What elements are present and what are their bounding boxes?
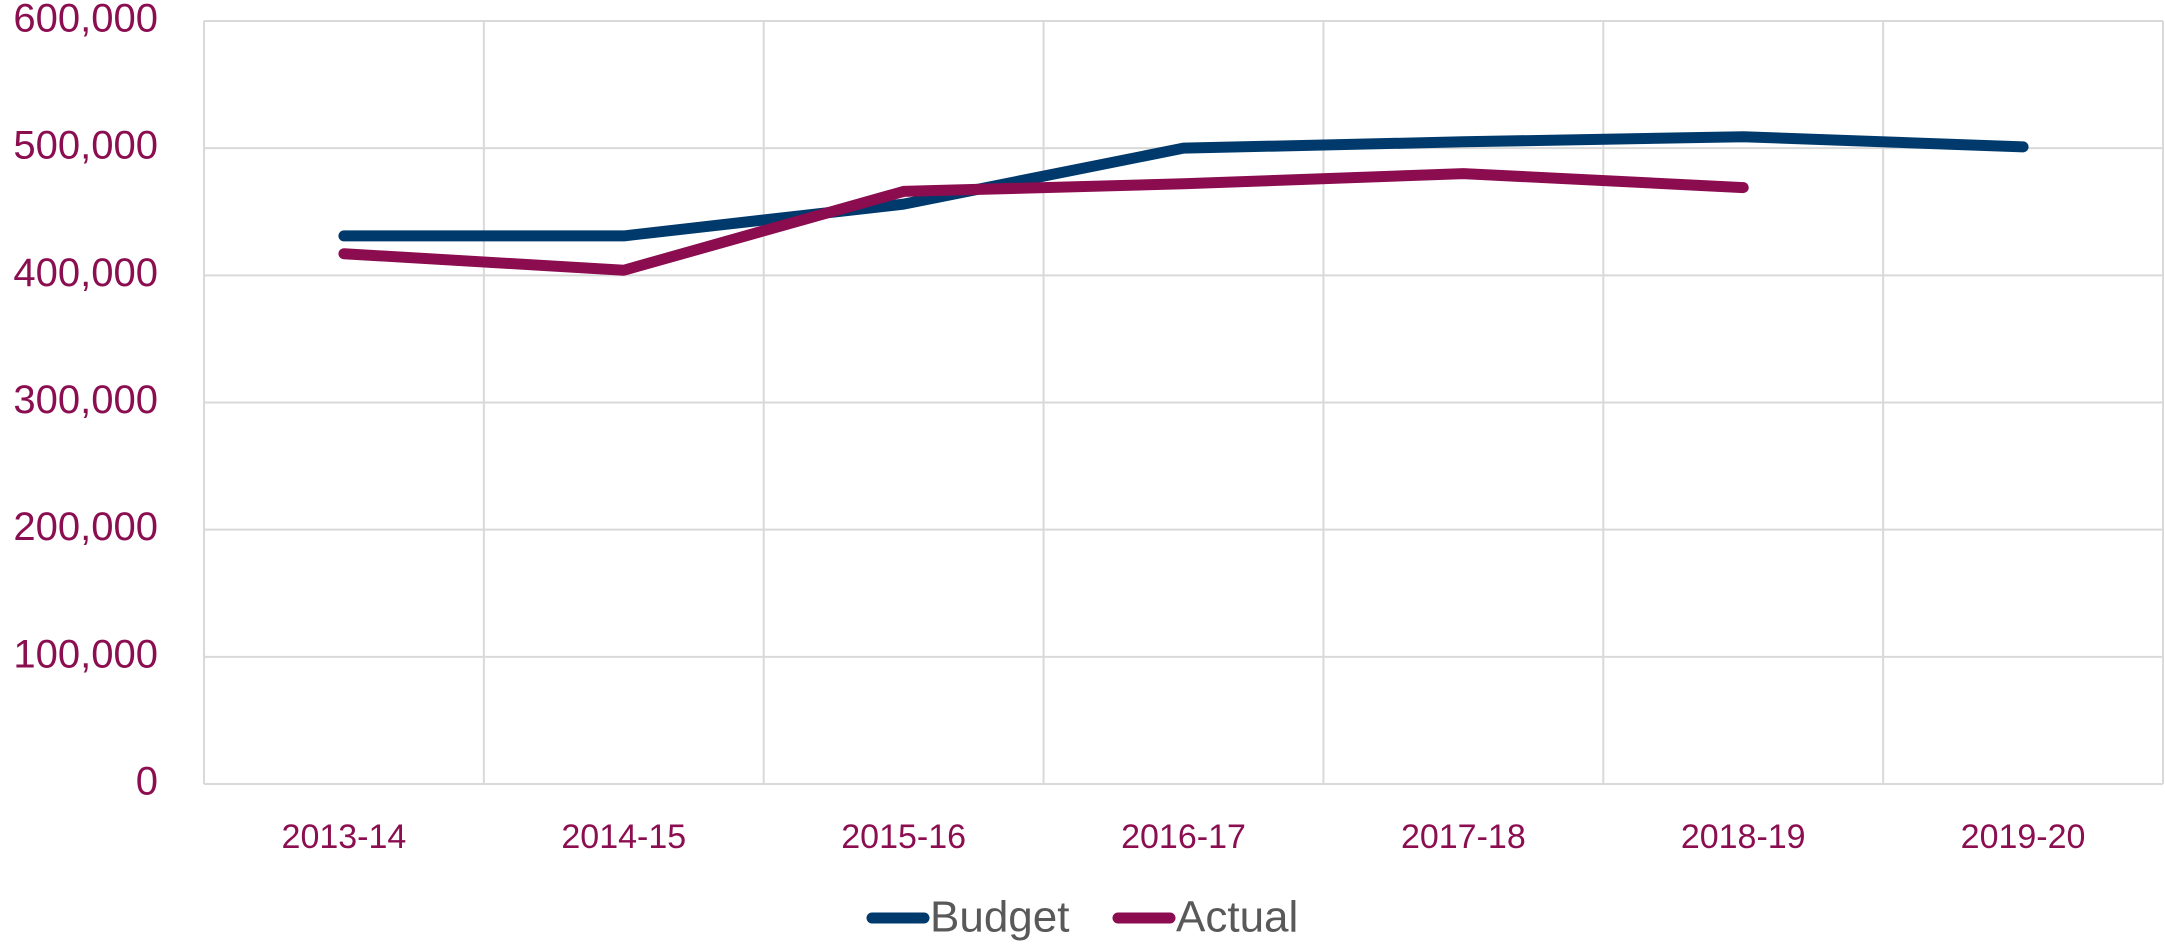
series-line: [338, 131, 2029, 242]
y-tick-label: 200,000: [13, 505, 158, 549]
legend-label: Actual: [1176, 893, 1298, 942]
y-tick-label: 500,000: [13, 124, 158, 168]
x-tick-label: 2013-14: [282, 818, 407, 856]
y-tick-label: 300,000: [13, 378, 158, 422]
x-tick-label: 2014-15: [561, 818, 686, 856]
y-tick-label: 0: [136, 760, 158, 804]
y-tick-label: 100,000: [13, 632, 158, 676]
series-line: [338, 168, 1749, 276]
y-tick-label: 400,000: [13, 251, 158, 295]
x-tick-label: 2017-18: [1401, 818, 1526, 856]
x-tick-label: 2019-20: [1961, 818, 2086, 856]
y-tick-label: 600,000: [13, 0, 158, 41]
x-tick-label: 2016-17: [1121, 818, 1246, 856]
x-tick-label: 2018-19: [1681, 818, 1806, 856]
legend-label: Budget: [930, 893, 1069, 942]
x-tick-label: 2015-16: [841, 818, 966, 856]
